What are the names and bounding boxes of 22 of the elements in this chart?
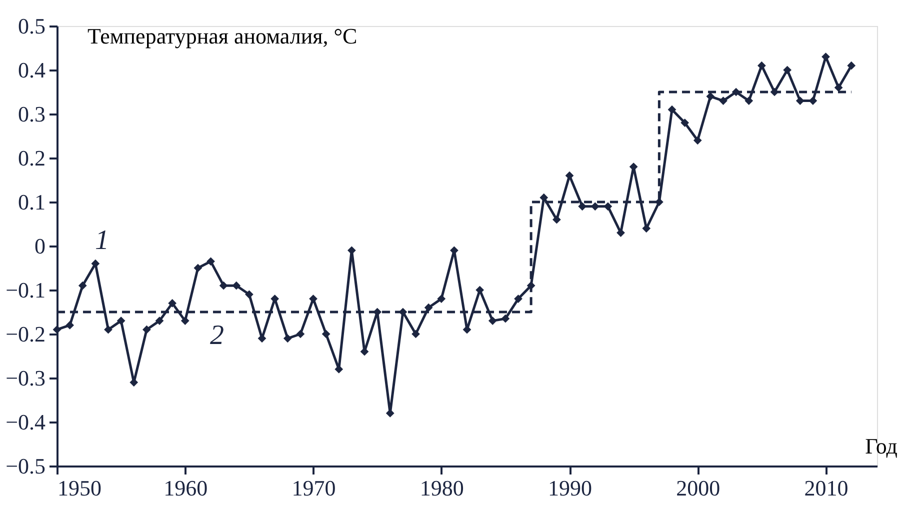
y-tick-label: 0.4	[18, 58, 46, 82]
y-tick-label: 0.2	[18, 146, 46, 170]
y-tick-label: 0.3	[18, 102, 46, 126]
annotation: 2	[210, 320, 224, 351]
y-tick-label: 0.5	[18, 14, 46, 38]
x-tick-label: 1960	[164, 476, 208, 500]
y-tick-label: 0	[34, 234, 46, 258]
y-axis-title: Температурная аномалия, °C	[88, 24, 358, 48]
x-tick-label: 2000	[676, 476, 720, 500]
y-tick-label: −0.4	[6, 410, 46, 434]
x-axis-title: Год	[865, 434, 898, 458]
x-tick-label: 1950	[58, 476, 102, 500]
y-tick-label: −0.5	[6, 454, 46, 478]
y-tick-label: −0.3	[6, 366, 46, 390]
x-tick-label: 1980	[420, 476, 464, 500]
y-tick-label: −0.2	[6, 322, 46, 346]
x-tick-label: 1990	[548, 476, 592, 500]
y-tick-label: 0.1	[18, 190, 46, 214]
x-tick-label: 1970	[292, 476, 336, 500]
y-tick-label: −0.1	[6, 278, 46, 302]
annotation: 1	[95, 225, 109, 256]
x-tick-label: 2010	[804, 476, 848, 500]
